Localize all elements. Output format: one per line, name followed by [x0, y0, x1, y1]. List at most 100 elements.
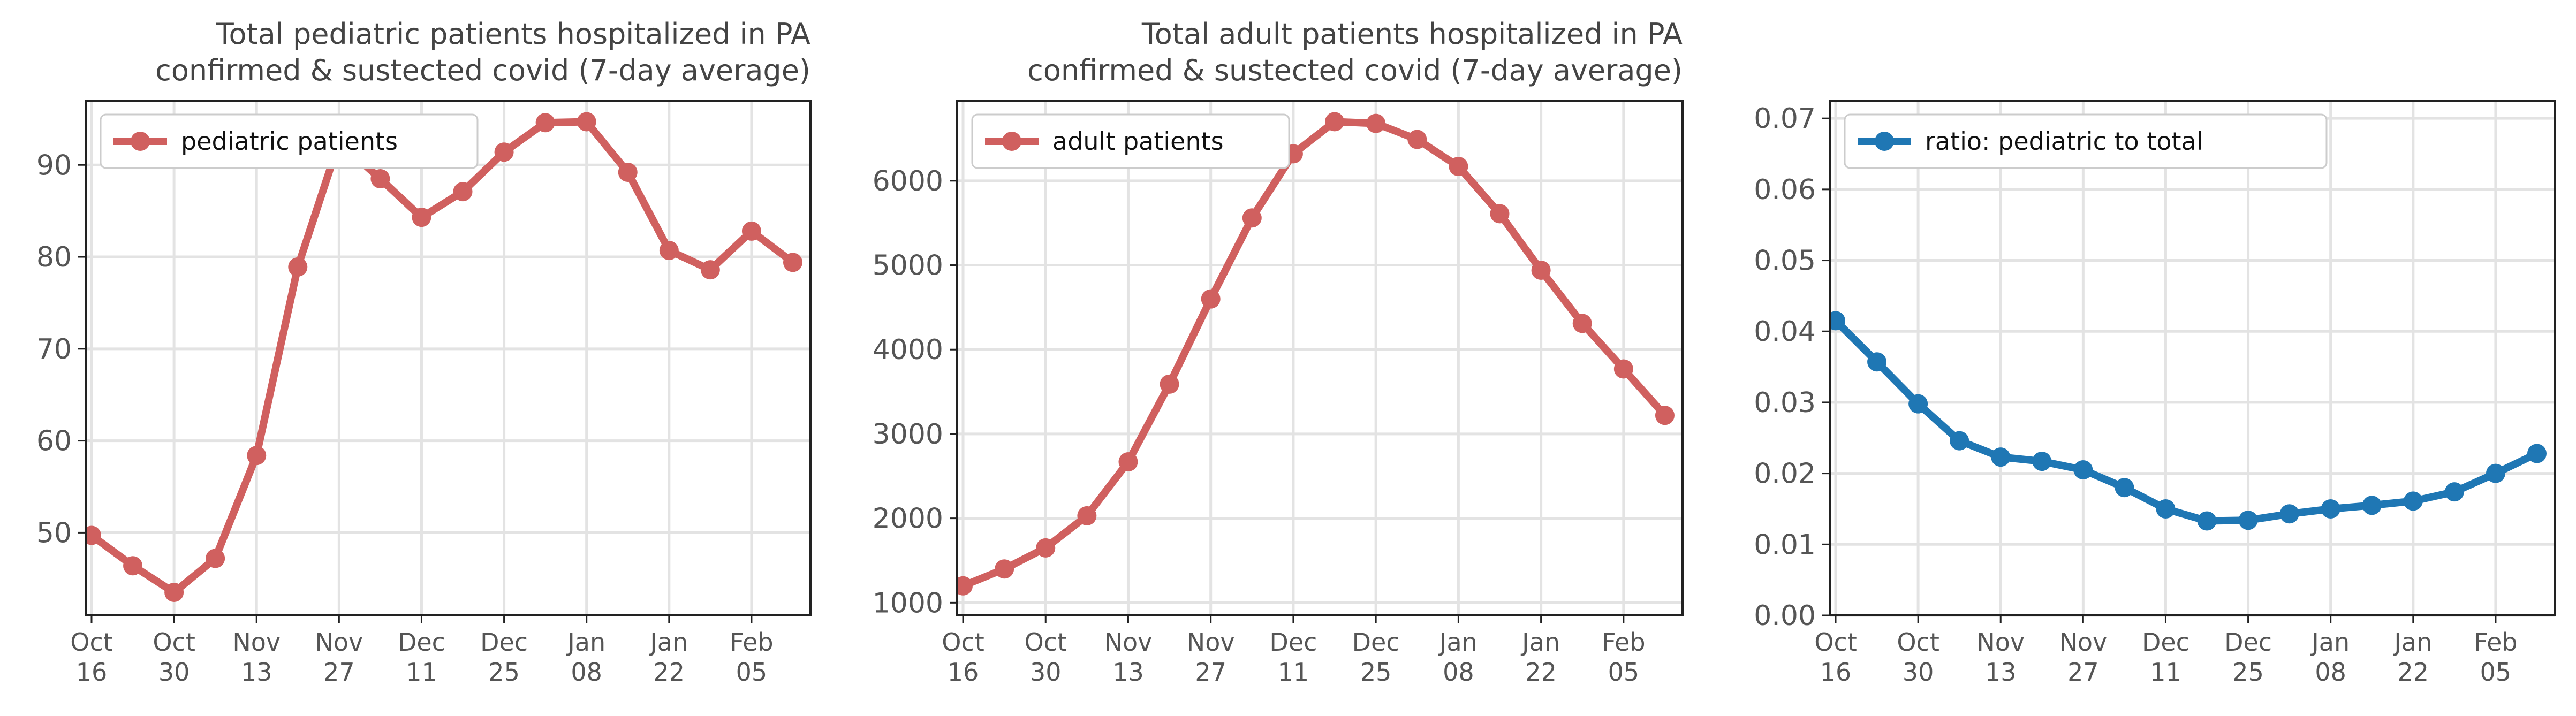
series-line [1832, 317, 2541, 525]
series-group [1830, 311, 2547, 531]
data-point [1655, 406, 1675, 425]
plot-frame [956, 100, 1684, 616]
y-tick-label: 70 [36, 333, 72, 365]
data-point [2321, 499, 2340, 519]
data-point [86, 525, 102, 545]
x-tick-label-day: 27 [2067, 658, 2099, 687]
y-tick-label: 60 [36, 425, 72, 458]
y-tick-label: 0.01 [1754, 529, 1816, 561]
data-point [783, 253, 802, 272]
y-tick-label: 90 [36, 149, 72, 181]
x-tick-label-month: Jan [1438, 628, 1478, 657]
x-tick-label-day: 25 [2232, 658, 2264, 687]
x-tick-label-month: Dec [1352, 628, 1400, 657]
x-tick-label-day: 08 [571, 658, 602, 687]
data-point [957, 576, 973, 596]
data-point [1242, 208, 1262, 228]
y-tick-label: 1000 [873, 587, 943, 619]
x-tick-label-day: 05 [1608, 658, 1640, 687]
data-point [2362, 496, 2382, 515]
data-point [247, 446, 267, 466]
data-point [2156, 499, 2176, 519]
data-point [1201, 289, 1221, 309]
x-tick-label-month: Nov [315, 628, 363, 657]
x-tick-label-month: Dec [2142, 628, 2189, 657]
chart-panel-1: Total pediatric patients hospitalized in… [36, 17, 812, 687]
series-line [959, 118, 1669, 590]
data-point [700, 260, 720, 280]
chart-title: Total pediatric patients hospitalized in… [216, 17, 810, 51]
chart-subtitle: confirmed & sustected covid (7-day avera… [155, 54, 810, 87]
x-tick-label-day: 08 [1443, 658, 1474, 687]
legend-marker [1875, 132, 1894, 151]
data-point [1867, 352, 1887, 372]
chart-subtitle: confirmed & sustected covid (7-day avera… [1027, 54, 1683, 87]
x-tick-label-month: Nov [1187, 628, 1235, 657]
y-tick-label: 80 [36, 241, 72, 273]
chart-title: Total adult patients hospitalized in PA [1141, 17, 1683, 51]
data-point [1366, 113, 1386, 133]
data-point [2527, 444, 2547, 463]
series-group [86, 112, 802, 603]
plot-frame [85, 100, 812, 616]
x-tick-label-day: 13 [241, 658, 272, 687]
x-tick-label-day: 13 [1112, 658, 1144, 687]
data-point [1613, 359, 1633, 379]
data-point [2073, 460, 2093, 479]
data-point [453, 182, 473, 202]
x-tick-label-day: 11 [2150, 658, 2181, 687]
data-point [370, 169, 390, 189]
x-tick-label-month: Nov [1976, 628, 2025, 657]
x-tick-label-day: 16 [948, 658, 979, 687]
x-tick-label-month: Oct [153, 628, 195, 657]
x-tick-label-month: Dec [398, 628, 445, 657]
y-tick-label: 0.03 [1754, 387, 1816, 419]
x-tick-label-month: Nov [232, 628, 281, 657]
series-line [88, 118, 797, 597]
data-point [741, 221, 761, 241]
x-tick-label-month: Dec [480, 628, 528, 657]
data-point [494, 142, 514, 162]
legend-box [100, 113, 479, 169]
x-tick-label-day: 30 [1903, 658, 1934, 687]
data-point [1325, 112, 1345, 132]
x-tick-label-day: 25 [1360, 658, 1392, 687]
x-tick-label-month: Jan [566, 628, 605, 657]
data-point [1490, 204, 1510, 224]
y-tick-label: 3000 [873, 418, 943, 451]
x-tick-label-month: Feb [730, 628, 773, 657]
data-point [206, 549, 225, 568]
x-tick-label-month: Oct [1024, 628, 1067, 657]
legend-label: ratio: pediatric to total [1925, 127, 2203, 156]
data-point [288, 257, 308, 277]
x-tick-label-day: 11 [1278, 658, 1309, 687]
data-point [2279, 504, 2299, 524]
plot-frame [1829, 100, 2556, 616]
x-tick-label-month: Oct [1814, 628, 1857, 657]
x-tick-label-month: Feb [2474, 628, 2517, 657]
x-tick-label-day: 22 [1525, 658, 1557, 687]
legend-marker [1002, 132, 1021, 151]
data-point [1991, 447, 2011, 467]
series-group [957, 112, 1675, 596]
data-point [1908, 394, 1928, 414]
x-tick-label-month: Dec [1269, 628, 1317, 657]
x-tick-label-day: 16 [1820, 658, 1852, 687]
x-tick-label-day: 05 [2480, 658, 2512, 687]
legend-label: adult patients [1052, 127, 1224, 156]
data-point [577, 112, 596, 132]
x-tick-label-month: Dec [2224, 628, 2272, 657]
data-point [1160, 374, 1179, 394]
x-tick-label-month: Nov [1104, 628, 1153, 657]
data-point [2403, 491, 2423, 511]
data-point [1449, 157, 1468, 177]
x-tick-label-day: 11 [406, 658, 437, 687]
data-point [659, 241, 679, 261]
x-tick-label-month: Jan [648, 628, 688, 657]
data-point [2032, 452, 2052, 471]
data-point [1118, 452, 1138, 471]
y-tick-label: 0.00 [1754, 600, 1816, 632]
y-tick-label: 0.02 [1754, 458, 1816, 490]
y-tick-label: 5000 [873, 250, 943, 282]
